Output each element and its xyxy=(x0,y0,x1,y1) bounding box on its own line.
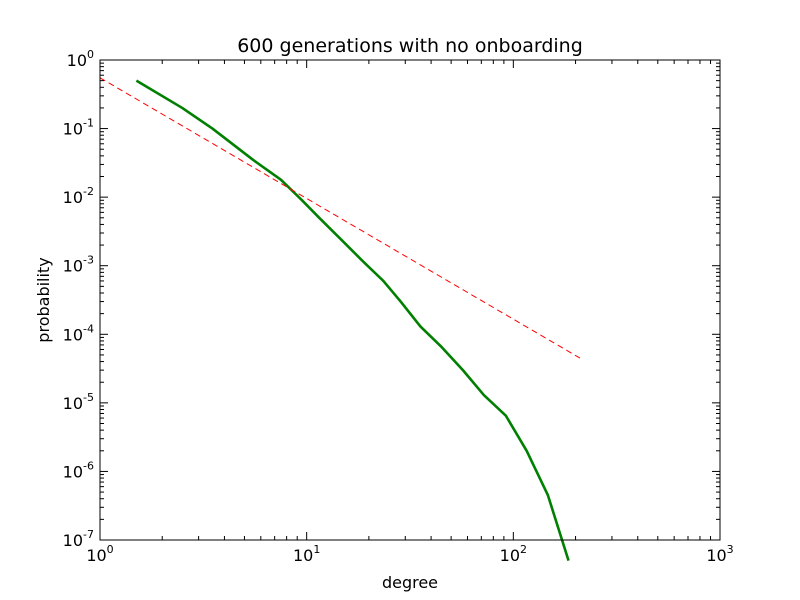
y-tick-label: 10-7 xyxy=(63,528,94,550)
x-tick-label: 100 xyxy=(86,543,113,565)
y-tick-label: 10-2 xyxy=(63,185,94,207)
x-tick-label: 102 xyxy=(500,543,527,565)
y-tick-label: 10-1 xyxy=(63,117,94,139)
x-axis-label: degree xyxy=(382,573,438,592)
series-line-0 xyxy=(135,79,570,562)
x-tick-label: 101 xyxy=(293,543,320,565)
axis-ticks: 100 101 102 103 100 10-1 10-2 10-3 10-4 10-5 10-6 1… xyxy=(63,48,734,565)
y-tick-label: 100 xyxy=(67,48,94,70)
y-tick-label: 10-4 xyxy=(63,322,94,344)
chart-title: 600 generations with no onboarding xyxy=(237,35,583,57)
y-tick-label: 10-5 xyxy=(63,391,94,413)
x-tick-label: 103 xyxy=(706,543,733,565)
series-line-1 xyxy=(99,77,581,359)
plot-area xyxy=(99,77,581,562)
y-axis-label: probability xyxy=(34,257,53,342)
y-tick-label: 10-6 xyxy=(63,459,94,481)
plot-frame xyxy=(99,59,721,541)
y-tick-label: 10-3 xyxy=(63,254,94,276)
